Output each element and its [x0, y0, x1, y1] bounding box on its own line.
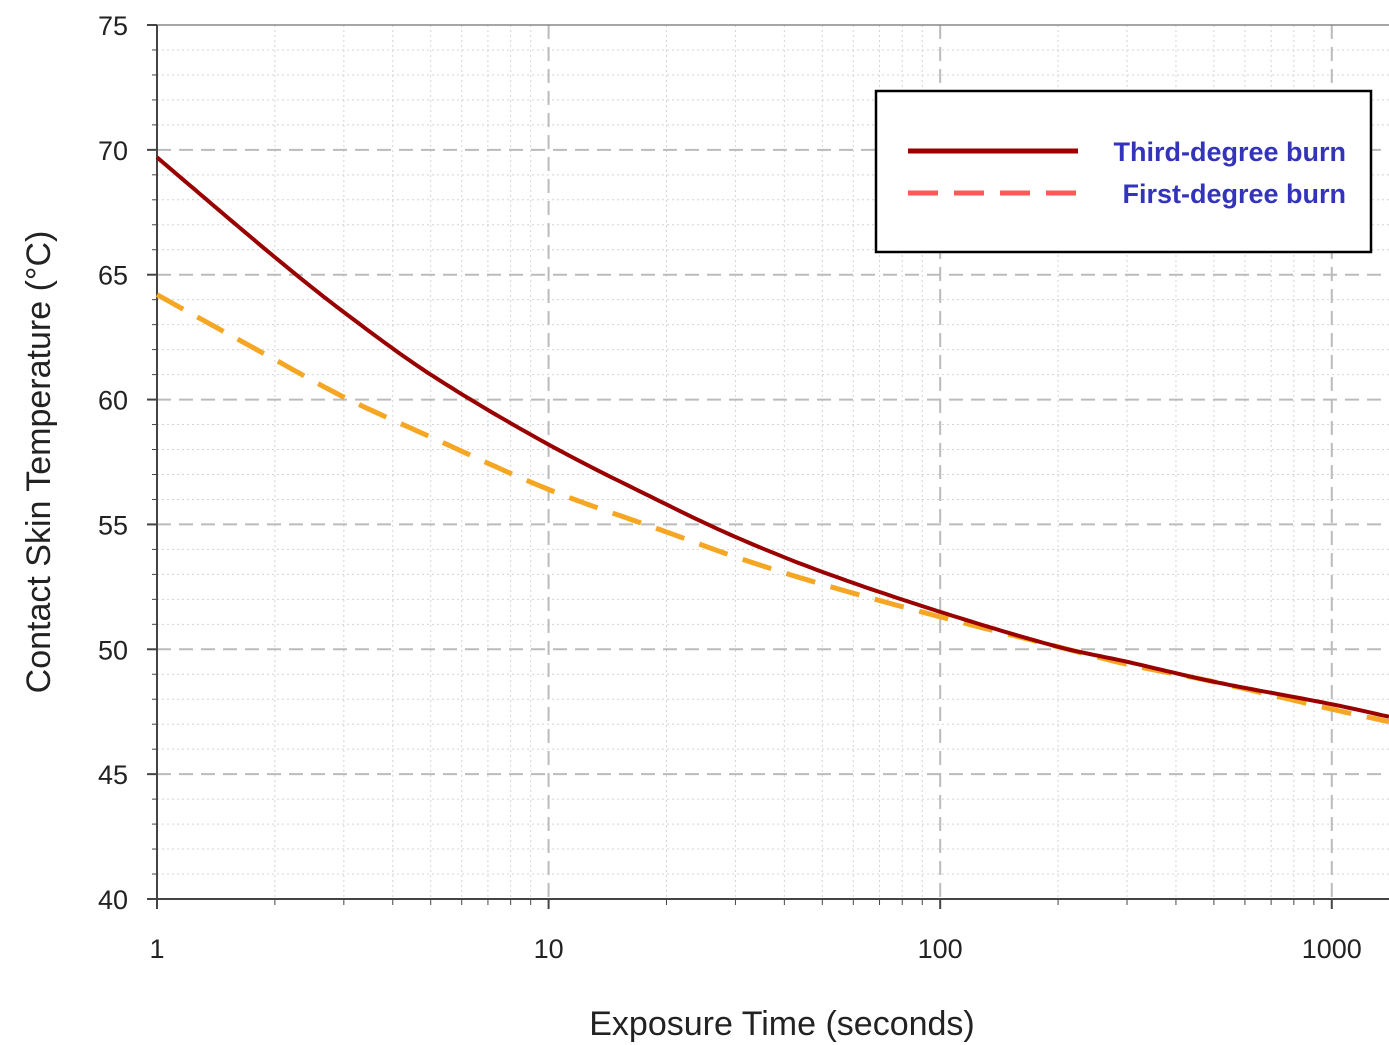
y-tick-label: 70	[98, 136, 128, 166]
y-tick-label: 50	[98, 635, 128, 665]
series-line-third-degree-burn	[155, 155, 1389, 719]
series-layer	[155, 155, 1389, 725]
x-tick-label: 1000	[1302, 934, 1362, 964]
tick-labels: 1 10 100 1000 40 45 50 55 60 65 70 75	[98, 11, 1362, 964]
y-tick-label: 65	[98, 261, 128, 291]
y-tick-label: 60	[98, 386, 128, 416]
legend: Third-degree burn First-degree burn	[874, 89, 1373, 254]
x-axis-title: Exposure Time (seconds)	[589, 1005, 975, 1043]
series-line-first-degree-burn	[155, 292, 1389, 725]
legend-box	[874, 89, 1373, 254]
x-tick-label: 1	[149, 934, 164, 964]
legend-label: First-degree burn	[1122, 179, 1346, 209]
legend-label: Third-degree burn	[1113, 137, 1346, 167]
axes	[147, 24, 1389, 909]
y-tick-label: 45	[98, 760, 128, 790]
y-tick-label: 55	[98, 510, 128, 540]
x-tick-label: 100	[918, 934, 963, 964]
y-tick-label: 40	[98, 885, 128, 915]
y-tick-label: 75	[98, 11, 128, 41]
x-tick-label: 10	[534, 934, 564, 964]
major-grid	[157, 25, 1389, 899]
y-axis-title: Contact Skin Temperature (°C)	[20, 231, 58, 694]
